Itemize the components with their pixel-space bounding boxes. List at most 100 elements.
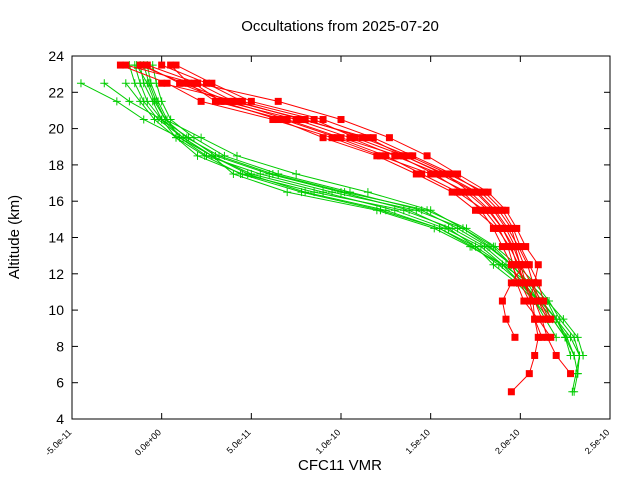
red-point [376,152,384,160]
x-tick-label: 2.0e-10 [493,427,522,456]
red-point [448,170,456,178]
red-point [391,152,399,160]
red-point [136,61,144,69]
green-point [189,133,198,142]
red-point [493,224,501,232]
green-profile [121,79,579,360]
red-point [203,79,210,87]
red-point [477,188,485,196]
red-point [513,224,521,232]
green-point [426,206,435,215]
red-point [545,315,553,323]
y-tick-label: 10 [48,302,64,318]
red-point [364,134,372,142]
red-point [531,315,539,323]
red-point [543,333,551,341]
red-point [480,206,488,214]
red-point [369,134,377,142]
green-point [150,97,159,106]
green-point [172,133,181,142]
red-profile-line [125,64,532,302]
red-point [274,116,282,124]
green-point [340,188,349,197]
red-point [473,188,481,196]
green-profile [139,61,584,378]
red-point [430,170,438,178]
red-point [507,279,515,287]
green-profile-line [125,82,575,356]
green-point [197,133,206,142]
red-point [427,170,435,178]
green-point [200,151,209,160]
red-point [337,116,345,124]
red-point [445,170,453,178]
x-tick-label: 5.0e-11 [225,427,253,455]
red-point [498,224,506,232]
red-profile-line [143,64,539,393]
red-point [310,116,318,124]
red-point [520,297,528,305]
red-point [143,61,151,69]
red-point [547,333,555,341]
red-point [382,152,390,160]
red-point [515,261,523,269]
red-point [502,206,510,214]
green-point [112,97,121,106]
green-profile-line [134,64,557,338]
red-point [506,243,514,251]
red-point [538,333,546,341]
red-point [423,152,431,160]
red-point [507,261,515,269]
red-profile-line [120,64,571,374]
red-point [511,333,519,341]
green-point [207,151,216,160]
green-point [193,151,202,160]
red-point [477,206,485,214]
green-point [283,188,292,197]
green-point [130,79,139,88]
red-point [504,224,512,232]
red-point [436,170,444,178]
green-point [297,188,306,197]
red-point [520,261,528,269]
red-point [522,243,530,251]
red-point [394,152,402,160]
green-point [215,151,224,160]
y-tick-label: 24 [48,48,64,64]
red-point [484,188,492,196]
green-point [150,115,159,124]
red-point [405,152,413,160]
red-point [412,170,420,178]
red-point [269,116,277,124]
green-point [476,242,485,251]
green-point [236,169,245,178]
red-point [194,79,202,87]
x-axis: -5.0e-11 0.0e+00 5.0e-11 1.0e-10 1.5e-10 2.0e… [43,56,611,458]
red-point [179,79,187,87]
green-point [125,97,134,106]
red-point [534,279,542,287]
red-point [337,134,345,142]
y-tick-label: 18 [48,157,64,173]
red-point [172,61,180,69]
red-point [233,97,241,105]
red-point [463,188,471,196]
red-point [226,97,234,105]
red-point [529,279,537,287]
x-tick-label: 1.5e-10 [403,427,432,456]
red-point [301,116,309,124]
red-point [116,61,124,69]
red-point [346,134,354,142]
green-point [467,242,476,251]
y-tick-label: 22 [48,84,64,100]
red-point [158,79,166,87]
red-point [333,134,341,142]
green-point [247,169,256,178]
red-point [489,224,497,232]
green-point [568,387,577,396]
green-point [390,206,399,215]
y-tick-label: 6 [56,375,64,391]
red-point [319,134,327,142]
red-point [185,79,193,87]
green-point [489,242,498,251]
